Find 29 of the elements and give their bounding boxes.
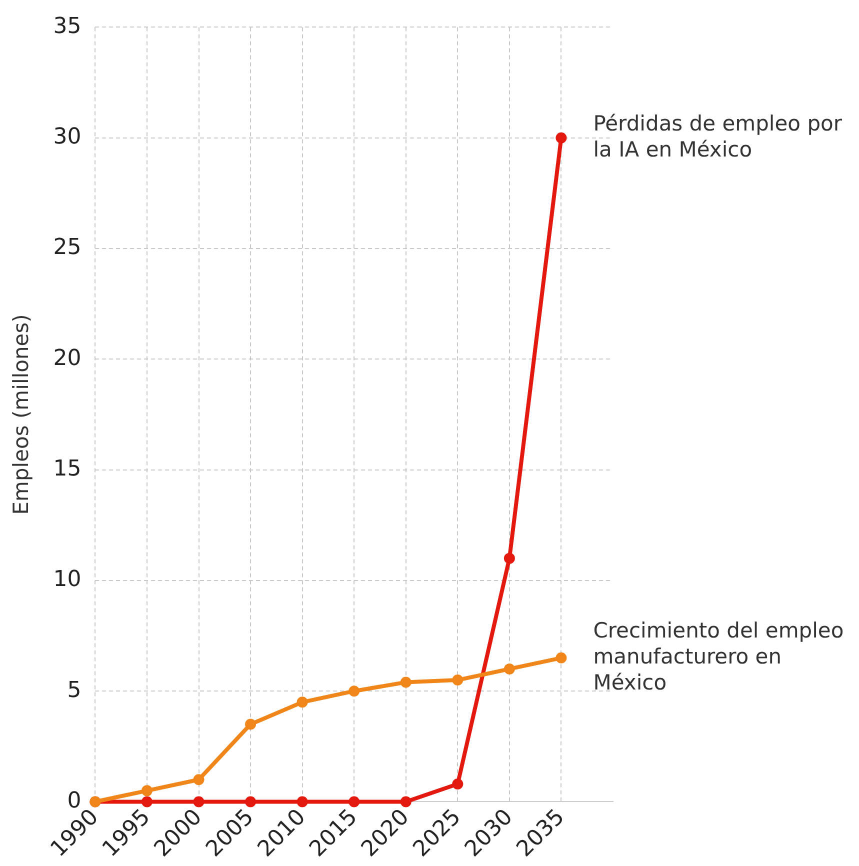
point <box>556 132 567 144</box>
point <box>348 796 360 808</box>
point <box>348 686 360 697</box>
y-tick-label: 30 <box>53 124 82 150</box>
point <box>400 676 412 688</box>
point <box>193 774 204 786</box>
y-tick-label: 5 <box>67 678 82 703</box>
point <box>504 663 515 674</box>
point <box>400 796 412 808</box>
point <box>556 652 567 664</box>
point <box>296 796 308 808</box>
point <box>193 796 204 808</box>
point <box>296 696 308 708</box>
point <box>504 552 515 564</box>
y-tick-label: 20 <box>53 346 82 371</box>
y-tick-label: 35 <box>53 14 82 39</box>
point <box>141 785 152 796</box>
point <box>245 718 256 730</box>
point <box>245 796 256 808</box>
y-tick-label: 15 <box>53 456 82 482</box>
point <box>452 674 464 686</box>
y-tick-label: 10 <box>53 567 82 592</box>
y-tick-label: 25 <box>53 235 82 260</box>
y-axis-title: Empleos (millones) <box>9 314 34 515</box>
point <box>141 796 152 808</box>
series-label: Pérdidas de empleo por la IA en México <box>593 111 842 162</box>
y-tick-label: 0 <box>67 788 82 814</box>
point <box>452 778 464 790</box>
series-label: Crecimiento del empleo manufacturero en México <box>593 618 844 694</box>
